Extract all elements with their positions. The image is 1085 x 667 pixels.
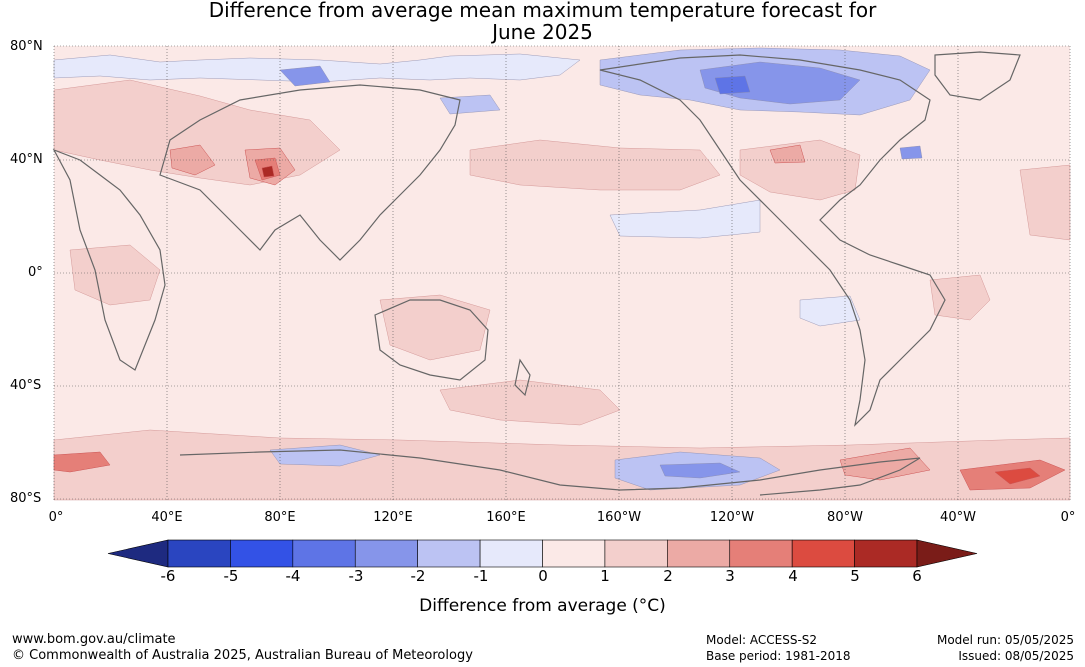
colorbar-bin bbox=[292, 539, 356, 568]
lon-label-80w: 80°W bbox=[827, 510, 863, 525]
colorbar-tick: 5 bbox=[850, 567, 860, 585]
lat-label-80n: 80°N bbox=[10, 39, 43, 54]
lat-label-40s: 40°S bbox=[10, 378, 42, 393]
colorbar-bin bbox=[791, 539, 855, 568]
colorbar-tick: 1 bbox=[600, 567, 610, 585]
colorbar-tick: 6 bbox=[912, 567, 922, 585]
colorbar-extend-high bbox=[916, 539, 978, 568]
lon-label-80e: 80°E bbox=[264, 510, 296, 525]
colorbar-bin bbox=[729, 539, 793, 568]
footer-url[interactable]: www.bom.gov.au/climate bbox=[12, 632, 176, 647]
colorbar-bin bbox=[854, 539, 918, 568]
lon-label-120w: 120°W bbox=[709, 510, 755, 525]
colorbar-bin bbox=[167, 539, 231, 568]
colorbar-tick: -2 bbox=[410, 567, 426, 585]
lon-label-160w: 160°W bbox=[596, 510, 642, 525]
colorbar-tick: 0 bbox=[538, 567, 548, 585]
chart-title-line1: Difference from average mean maximum tem… bbox=[208, 0, 877, 22]
lat-label-0: 0° bbox=[28, 265, 43, 280]
colorbar-bin bbox=[667, 539, 731, 568]
gridlines bbox=[53, 45, 1071, 500]
colorbar-bin bbox=[230, 539, 294, 568]
footer-copyright: © Commonwealth of Australia 2025, Austra… bbox=[12, 648, 473, 663]
lon-label-40w: 40°W bbox=[940, 510, 976, 525]
footer-model: Model: ACCESS-S2 bbox=[706, 633, 818, 647]
colorbar-bin bbox=[417, 539, 481, 568]
colorbar-tick: 2 bbox=[663, 567, 673, 585]
lon-label-120e: 120°E bbox=[373, 510, 413, 525]
lat-label-80s: 80°S bbox=[10, 491, 42, 506]
coastlines bbox=[52, 51, 1021, 496]
footer-issued: Issued: 08/05/2025 bbox=[958, 649, 1074, 663]
colorbar-tick: -3 bbox=[348, 567, 364, 585]
colorbar-tick: -4 bbox=[285, 567, 301, 585]
anomaly-hot-patches bbox=[53, 144, 1066, 491]
footer-base-period: Base period: 1981-2018 bbox=[706, 649, 851, 663]
colorbar-tick: 4 bbox=[788, 567, 798, 585]
colorbar-bin bbox=[604, 539, 668, 568]
colorbar-label: Difference from average (°C) bbox=[419, 596, 666, 616]
colorbar-tick: 3 bbox=[725, 567, 735, 585]
colorbar-extend-low bbox=[107, 539, 169, 568]
lat-label-40n: 40°N bbox=[10, 152, 43, 167]
colorbar-bin bbox=[542, 539, 606, 568]
colorbar-bin bbox=[354, 539, 418, 568]
colorbar-tick: -1 bbox=[473, 567, 489, 585]
anomaly-cool-patches bbox=[53, 47, 931, 491]
colorbar-tick: -5 bbox=[223, 567, 239, 585]
colorbar-tick: -6 bbox=[160, 567, 176, 585]
lon-label-160e: 160°E bbox=[486, 510, 526, 525]
chart-title-line2: June 2025 bbox=[492, 20, 593, 44]
footer-model-run: Model run: 05/05/2025 bbox=[936, 633, 1074, 647]
lon-label-40e: 40°E bbox=[151, 510, 183, 525]
lon-label-0-right: 0° bbox=[1060, 510, 1076, 525]
anomaly-warm-patches bbox=[53, 79, 1071, 501]
lon-label-0-left: 0° bbox=[48, 510, 64, 525]
colorbar-bin bbox=[479, 539, 543, 568]
